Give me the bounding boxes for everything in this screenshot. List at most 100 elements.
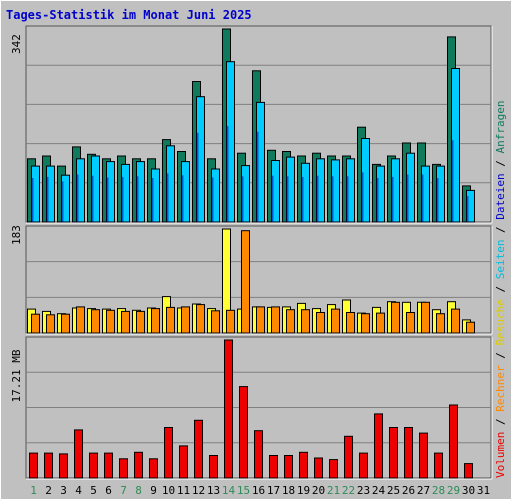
hits-bar-seiten-day-11: [181, 175, 184, 222]
visits-bar-rechner-day-18: [286, 309, 295, 334]
legend-entry-5: /: [494, 286, 507, 299]
hits-bar-seiten-day-18: [286, 176, 289, 222]
volume-bar-volumen-day-3: [59, 453, 68, 479]
visits-bar-rechner-day-17: [271, 306, 280, 334]
volume-bar-volumen-day-24: [374, 413, 383, 479]
visits-bar-rechner-day-1: [31, 313, 40, 334]
day-label-14: 14: [222, 484, 236, 497]
visits-bar-rechner-day-11: [181, 306, 190, 334]
legend-entry-2: Rechner: [494, 365, 507, 418]
day-label-25: 25: [387, 484, 400, 497]
legend-entry-1: /: [494, 418, 507, 431]
visits-bar-rechner-day-29: [451, 308, 460, 334]
visits-bar-rechner-day-30: [466, 321, 475, 334]
day-label-18: 18: [282, 484, 295, 497]
hits-bar-seiten-day-27: [421, 174, 424, 222]
volume-bar-volumen-day-18: [284, 455, 293, 479]
volume-bar-volumen-day-14: [224, 339, 233, 479]
volume-bar-volumen-day-2: [44, 452, 53, 479]
hits-bar-seiten-day-30: [466, 196, 469, 222]
hits-bar-seiten-day-20: [316, 175, 319, 222]
hits-bar-seiten-day-24: [376, 178, 379, 222]
day-label-26: 26: [402, 484, 415, 497]
visits-bar-rechner-day-23: [361, 313, 370, 334]
day-label-8: 8: [135, 484, 142, 497]
visits-bar-rechner-day-24: [376, 312, 385, 334]
visits-bar-rechner-day-13: [211, 310, 220, 334]
hits-bar-seiten-day-13: [211, 177, 214, 222]
volume-bar-volumen-day-28: [434, 452, 443, 479]
day-label-10: 10: [162, 484, 175, 497]
hits-bar-seiten-day-12: [196, 132, 199, 222]
legend-entry-0: Volumen: [494, 432, 507, 478]
visits-bar-rechner-day-9: [151, 308, 160, 334]
hits-bar-seiten-day-4: [76, 174, 79, 222]
day-label-29: 29: [447, 484, 460, 497]
volume-bar-volumen-day-7: [119, 458, 128, 479]
visits-bar-rechner-day-3: [61, 313, 70, 334]
visits-bar-rechner-day-6: [106, 309, 115, 334]
hits-bar-seiten-day-10: [166, 173, 169, 222]
legend-entry-10: Anfragen: [494, 100, 507, 160]
hits-bar-seiten-day-9: [151, 178, 154, 222]
visits-bar-rechner-day-7: [121, 310, 130, 334]
hits-bar-seiten-day-23: [361, 172, 364, 222]
volume-bar-volumen-day-1: [29, 452, 38, 479]
day-label-30: 30: [462, 484, 475, 497]
hits-max-label: 342: [10, 34, 23, 54]
visits-bar-rechner-day-5: [91, 309, 100, 334]
hits-bar-seiten-day-1: [31, 178, 34, 222]
hits-bar-seiten-day-7: [121, 176, 124, 222]
hits-panel: [25, 25, 493, 224]
day-label-23: 23: [357, 484, 370, 497]
visits-max-label: 183: [10, 225, 23, 245]
hits-bar-seiten-day-3: [61, 181, 64, 222]
volume-bar-volumen-day-15: [239, 386, 248, 479]
volume-bar-volumen-day-25: [389, 427, 398, 479]
day-label-4: 4: [75, 484, 82, 497]
day-label-7: 7: [120, 484, 127, 497]
legend-entry-7: /: [494, 226, 507, 239]
visits-bar-rechner-day-20: [316, 312, 325, 334]
day-labels: 1 2 3 4 5 6 7 8 9 10 11 12 13 14 15 16 17 18 19 20 21 22 23 24 2…: [30, 484, 490, 497]
day-label-27: 27: [417, 484, 430, 497]
visits-bar-rechner-day-8: [136, 310, 145, 334]
hits-bar-seiten-day-17: [271, 175, 274, 222]
day-label-22: 22: [342, 484, 355, 497]
legend-entry-3: /: [494, 352, 507, 365]
volume-bar-volumen-day-12: [194, 419, 203, 479]
volume-bar-volumen-day-16: [254, 430, 263, 479]
hits-bar-seiten-day-26: [406, 174, 409, 222]
volume-bar-volumen-day-26: [404, 427, 413, 479]
visits-panel: [25, 225, 493, 335]
day-label-5: 5: [90, 484, 97, 497]
day-label-6: 6: [105, 484, 112, 497]
hits-bar-seiten-day-25: [391, 176, 394, 222]
legend-entry-6: Seiten: [494, 240, 507, 286]
day-label-16: 16: [252, 484, 265, 497]
hits-bar-seiten-day-22: [346, 176, 349, 222]
volume-bar-volumen-day-22: [344, 435, 353, 479]
day-label-1: 1: [30, 484, 37, 497]
volume-bar-volumen-day-5: [89, 452, 98, 479]
hits-bar-seiten-day-28: [436, 178, 439, 222]
volume-bar-volumen-day-29: [449, 404, 458, 479]
volume-max-label: 17.21 MB: [10, 349, 23, 402]
day-label-31: 31: [477, 484, 490, 497]
visits-bar-rechner-day-26: [406, 312, 415, 334]
visits-bar-rechner-day-28: [436, 313, 445, 334]
volume-bar-volumen-day-20: [314, 457, 323, 479]
day-label-17: 17: [267, 484, 280, 497]
visits-bar-rechner-day-15: [241, 230, 250, 334]
volume-panel: [25, 336, 493, 480]
legend-entry-8: Dateien: [494, 173, 507, 226]
chart-title: Tages-Statistik im Monat Juni 2025: [6, 8, 252, 22]
volume-bar-volumen-day-13: [209, 455, 218, 479]
volume-bar-volumen-day-8: [134, 451, 143, 479]
day-label-15: 15: [237, 484, 250, 497]
volume-bar-volumen-day-11: [179, 445, 188, 479]
volume-bar-volumen-day-6: [104, 452, 113, 479]
visits-bar-rechner-day-25: [391, 301, 400, 334]
hits-bar-seiten-day-2: [46, 176, 49, 222]
